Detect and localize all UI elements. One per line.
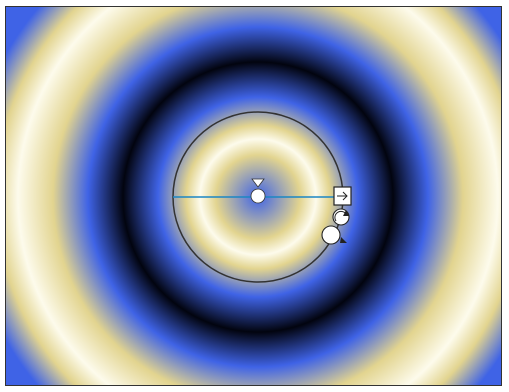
gradient-transform-overlay [172, 111, 352, 283]
gradient-canvas[interactable] [5, 6, 502, 386]
rotate-handle-icon[interactable] [332, 208, 350, 226]
scale-handle-icon[interactable] [321, 225, 347, 245]
square-handle-icon[interactable] [333, 186, 352, 206]
arrow-down-icon[interactable] [251, 178, 265, 188]
center-handle-icon[interactable] [250, 188, 266, 204]
